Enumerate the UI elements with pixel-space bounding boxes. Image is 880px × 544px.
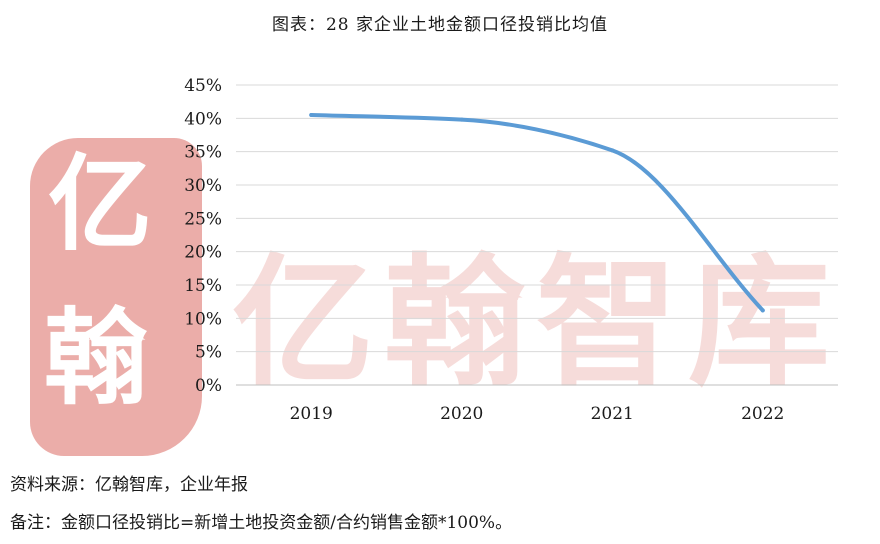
x-axis-ticks: 2019 2020 2021 2022 <box>290 404 785 424</box>
watermark-seal: 亿 翰 <box>30 138 202 456</box>
gridlines <box>236 84 838 353</box>
x-tick-label: 2019 <box>290 404 333 424</box>
x-tick-label: 2020 <box>440 404 483 424</box>
y-tick-label: 0% <box>195 376 222 396</box>
data-point <box>610 148 615 153</box>
series-line <box>309 113 765 313</box>
y-tick-label: 25% <box>184 209 222 229</box>
x-tick-label: 2021 <box>591 404 634 424</box>
source-note: 资料来源：亿翰智库，企业年报 <box>10 475 248 495</box>
watermark-seal-char-1: 亿 <box>48 143 153 265</box>
watermark-text: 亿翰智库 <box>232 241 840 406</box>
y-tick-label: 20% <box>184 243 222 263</box>
y-tick-label: 40% <box>184 109 222 129</box>
y-tick-label: 35% <box>184 143 222 163</box>
series <box>309 113 765 313</box>
y-tick-label: 5% <box>195 343 222 363</box>
y-tick-label: 15% <box>184 276 222 296</box>
remark-note: 备注：金额口径投销比=新增土地投资金额/合约销售金额*100%。 <box>10 513 513 533</box>
data-point <box>760 308 765 313</box>
y-tick-label: 30% <box>184 176 222 196</box>
data-point <box>309 113 314 117</box>
chart-title: 图表：28 家企业土地金额口径投销比均值 <box>271 15 609 35</box>
y-axis-ticks: 0% 5% 10% 15% 20% 25% 30% 35% 40% 45% <box>184 76 222 396</box>
line-chart: 0% 5% 10% 15% 20% 25% 30% 35% 40% 45% 2019 2020 202… <box>184 76 838 424</box>
y-tick-label: 45% <box>184 76 222 96</box>
watermark-seal-char-2: 翰 <box>44 297 149 419</box>
data-point <box>459 117 464 122</box>
x-tick-label: 2022 <box>741 404 784 424</box>
y-tick-label: 10% <box>184 309 222 329</box>
